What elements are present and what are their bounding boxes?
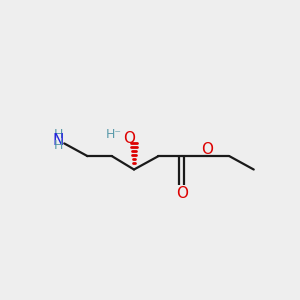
Text: O: O xyxy=(176,186,188,201)
Text: H: H xyxy=(53,128,63,141)
Text: O: O xyxy=(201,142,213,157)
Text: H⁻: H⁻ xyxy=(106,128,122,141)
Text: H: H xyxy=(53,140,63,152)
Text: N: N xyxy=(52,133,64,148)
Text: O: O xyxy=(123,130,135,146)
